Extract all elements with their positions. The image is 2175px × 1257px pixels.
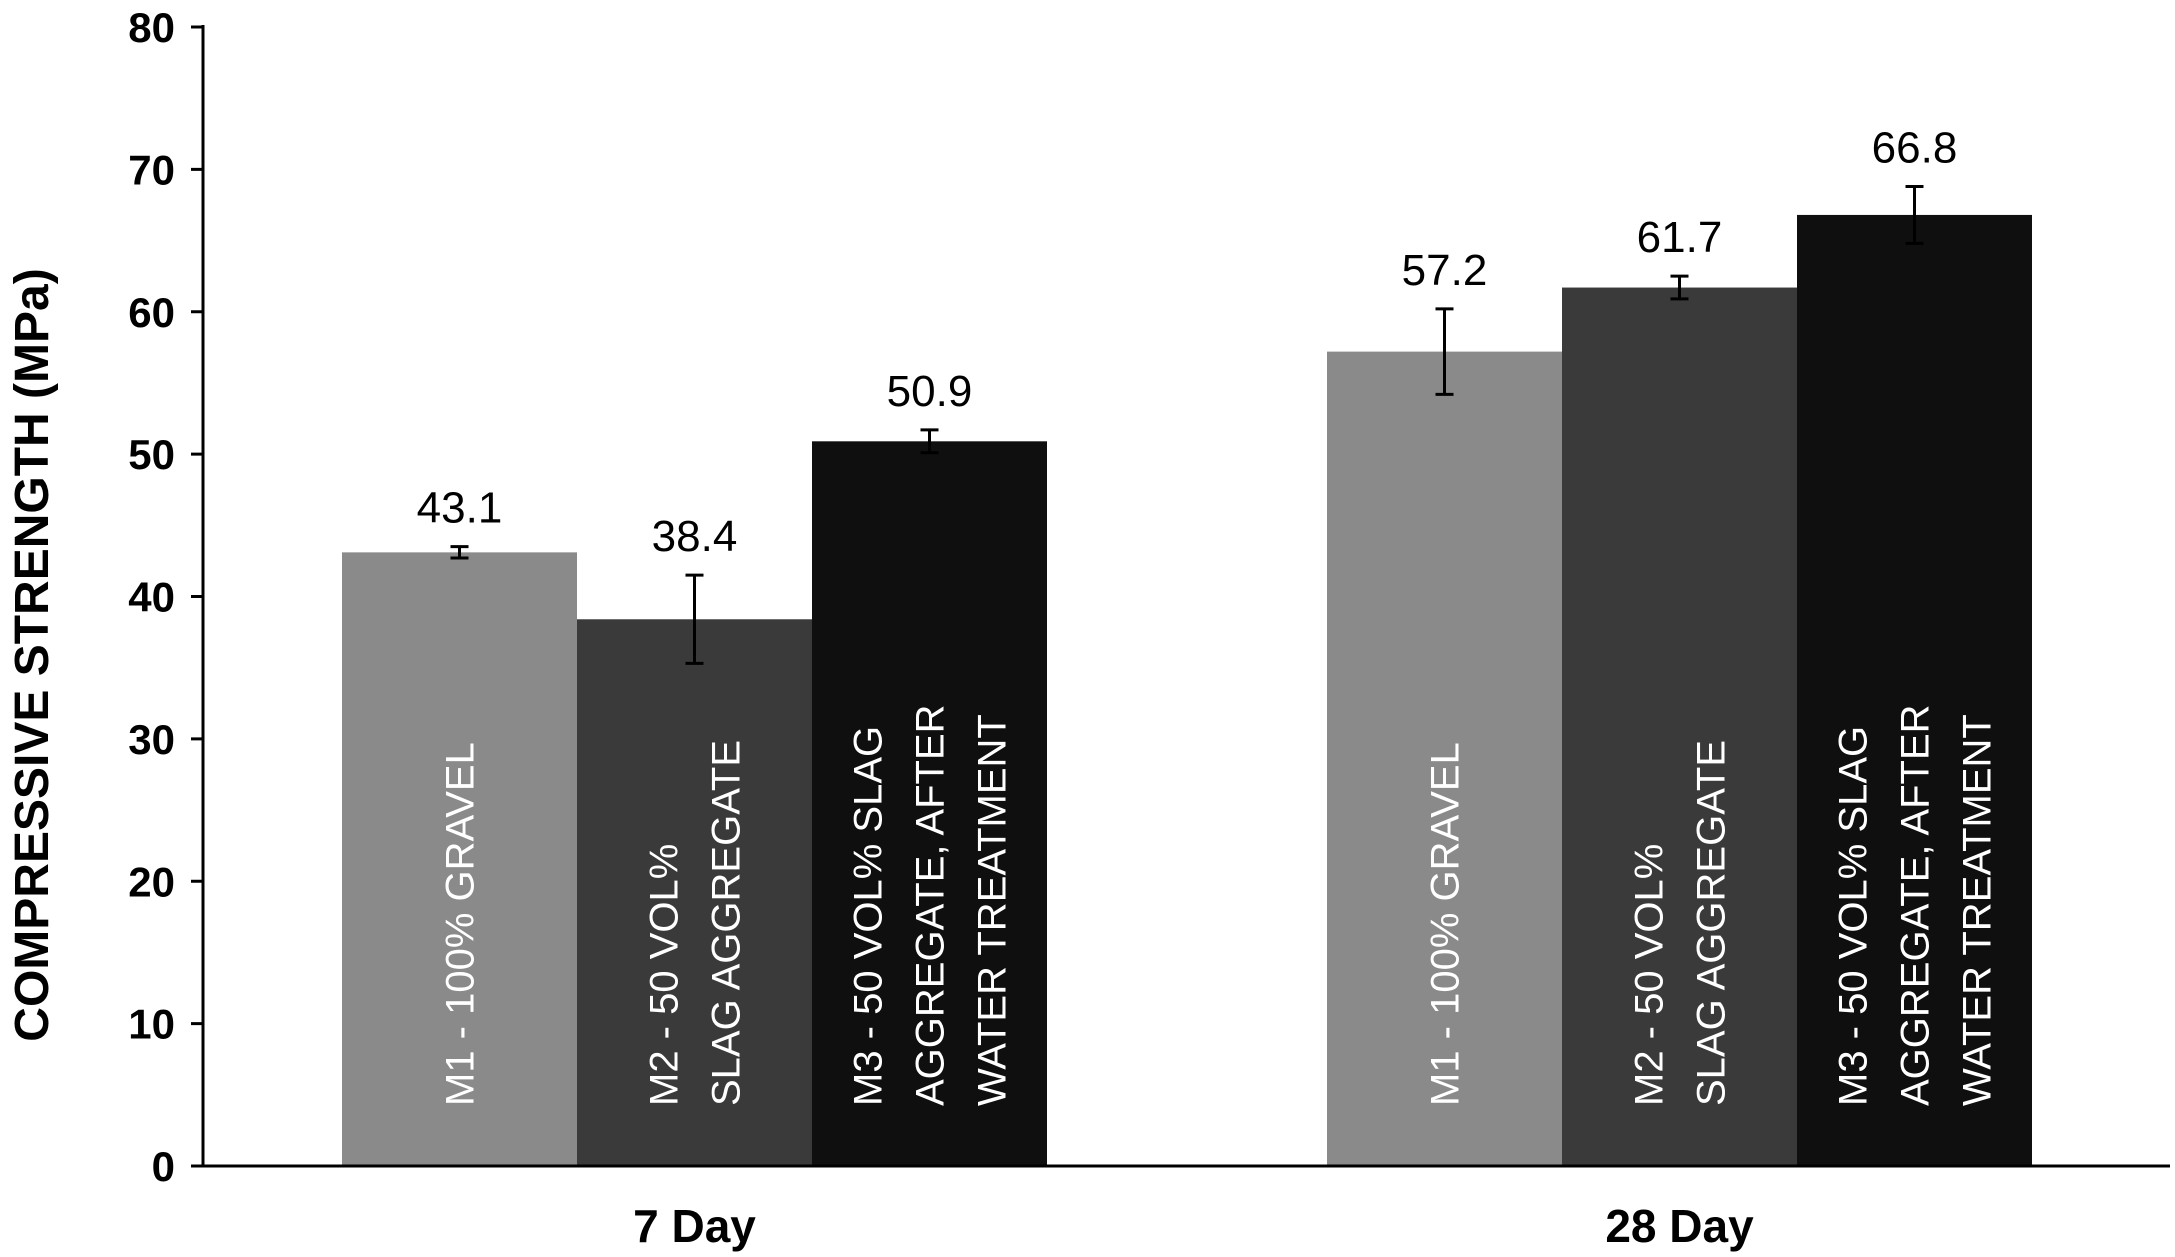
y-tick-label: 60: [128, 289, 175, 336]
data-labels-group: 43.1 57.2 38.4 61.7 50.9 66.8: [417, 123, 1958, 561]
bar-series-labels-group: M1 - 100% GRAVEL M1 - 100% GRAVEL M2 - 50 …: [439, 704, 2000, 1106]
bar-series-label: M2 - 50 VOL%: [1628, 844, 1672, 1106]
bar-series-label: M3 - 50 VOL% SLAG: [847, 726, 891, 1106]
y-axis-ticks: 0 10 20 30 40 50 60 70 80: [128, 4, 203, 1190]
x-category-label: 7 Day: [633, 1200, 756, 1252]
bar: [1562, 287, 1797, 1166]
bar-series-label: M1 - 100% GRAVEL: [1424, 742, 1468, 1106]
error-bars-group: [450, 184, 1924, 665]
bar: [1797, 214, 2032, 1166]
bar: [812, 441, 1047, 1166]
bar: [1327, 351, 1562, 1166]
y-axis-title-group: COMPRESSIVE STRENGTH (MPa): [6, 268, 59, 1041]
bar: [342, 552, 577, 1166]
bar-series-label: M1 - 100% GRAVEL: [439, 742, 483, 1106]
bar-series-label: M2 - 50 VOL%: [643, 844, 687, 1106]
x-category-label: 28 Day: [1605, 1200, 1754, 1252]
axes-group: [201, 25, 2170, 1168]
bar-series-label: AGGREGATE, AFTER: [909, 704, 953, 1106]
data-label: 66.8: [1872, 123, 1958, 172]
y-tick-label: 30: [128, 716, 175, 763]
y-tick-label: 0: [152, 1143, 175, 1190]
y-tick-label: 10: [128, 1001, 175, 1048]
x-axis-categories: 7 Day 28 Day: [633, 1200, 1754, 1252]
data-label: 61.7: [1637, 213, 1723, 262]
data-label: 57.2: [1402, 246, 1488, 295]
y-tick-label: 50: [128, 431, 175, 478]
bar-series-label: M3 - 50 VOL% SLAG: [1832, 726, 1876, 1106]
bar-series-label: AGGREGATE, AFTER: [1894, 704, 1938, 1106]
y-tick-label: 70: [128, 146, 175, 193]
bar-series-label: WATER TREATMENT: [1956, 714, 2000, 1106]
bar-series-label: SLAG AGGREGATE: [705, 740, 749, 1106]
y-tick-label: 40: [128, 574, 175, 621]
bar: [577, 619, 812, 1166]
bars-group: [342, 214, 2032, 1166]
y-tick-label: 80: [128, 4, 175, 51]
bar-series-label: WATER TREATMENT: [971, 714, 1015, 1106]
data-label: 50.9: [887, 367, 973, 416]
data-label: 43.1: [417, 484, 503, 533]
y-tick-label: 20: [128, 858, 175, 905]
y-axis-title: COMPRESSIVE STRENGTH (MPa): [6, 268, 59, 1041]
data-label: 38.4: [652, 512, 738, 561]
bar-series-label: SLAG AGGREGATE: [1690, 740, 1734, 1106]
